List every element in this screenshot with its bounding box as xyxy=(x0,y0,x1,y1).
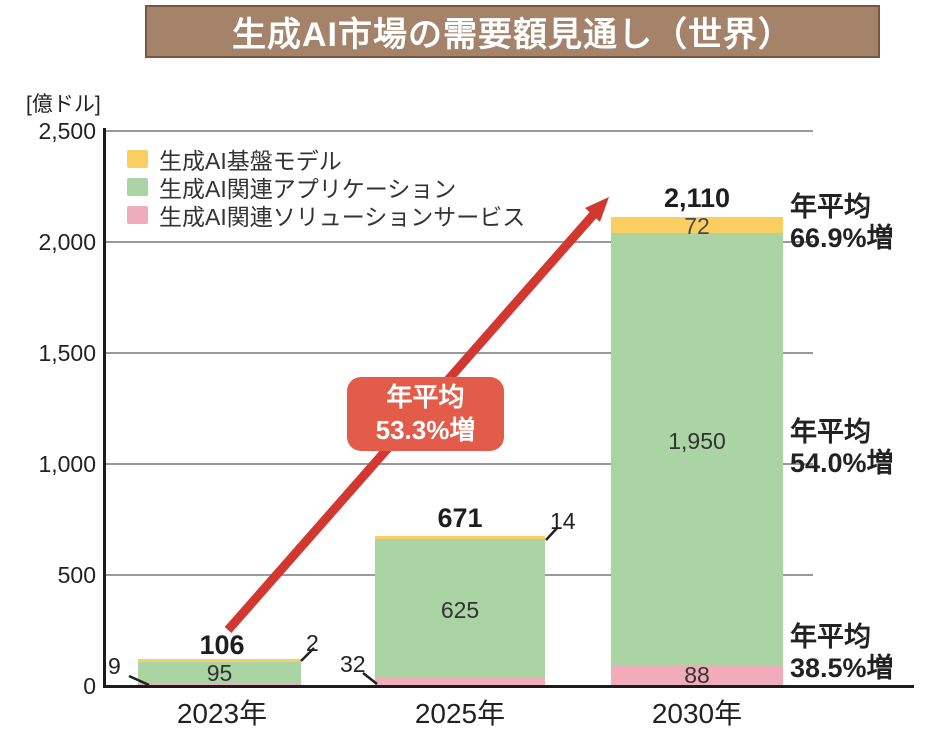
legend-label: 生成AI関連ソリューションサービス xyxy=(159,204,526,230)
y-tick-500: 500 xyxy=(57,562,96,588)
app-label-2023: 95 xyxy=(206,660,233,686)
legend-item-solution-service: 生成AI関連ソリューションサービス xyxy=(127,198,525,232)
x-label-2030: 2030年 xyxy=(651,698,743,729)
total-label-2030: 2,110 xyxy=(663,183,731,213)
base-model-label-2030: 72 xyxy=(684,213,710,239)
y-tick-1500: 1,500 xyxy=(38,340,96,366)
legend-swatch-yellow-icon xyxy=(127,150,148,168)
cagr-note-line2: 66.9%増 xyxy=(790,223,894,253)
cagr-note-line1: 年平均 xyxy=(790,417,871,447)
legend-item-application: 生成AI関連アプリケーション xyxy=(127,170,456,204)
cagr-badge: 年平均 53.3%増 xyxy=(347,377,504,451)
bar-segment xyxy=(611,665,783,685)
solution-label-2030: 88 xyxy=(684,662,710,688)
app-label-2025: 625 xyxy=(440,597,480,623)
stacked-bar-2023年 xyxy=(138,659,301,685)
app-label-2030: 1,950 xyxy=(668,428,726,454)
y-tick-2000: 2,000 xyxy=(38,229,96,255)
y-tick-0: 0 xyxy=(83,673,96,699)
chart-title-bar: 生成AI市場の需要額見通し（世界） xyxy=(145,5,880,58)
y-tick-1000: 1,000 xyxy=(38,451,96,477)
total-label-2023: 106 xyxy=(199,630,245,660)
bar-segment xyxy=(138,682,301,685)
solution-label-2023: 9 xyxy=(108,653,121,679)
legend-swatch-green-icon xyxy=(127,178,148,196)
bar-segment xyxy=(611,217,783,234)
cagr-note-line2: 54.0%増 xyxy=(790,448,894,478)
legend-swatch-pink-icon xyxy=(127,206,148,224)
base-model-label-2025: 14 xyxy=(550,508,576,534)
bar-segment xyxy=(375,677,545,685)
gridline-2500 xyxy=(105,130,813,132)
cagr-badge-line2: 53.3%増 xyxy=(375,415,476,445)
bar-segment xyxy=(138,659,301,662)
stacked-bar-2030年 xyxy=(611,217,783,685)
cagr-note-line1: 年平均 xyxy=(790,622,871,652)
solution-label-2025: 32 xyxy=(340,651,366,677)
cagr-note-solution-service: 年平均 38.5%増 xyxy=(790,622,894,684)
legend-label: 生成AI基盤モデル xyxy=(159,148,342,174)
bar-segment xyxy=(138,661,301,683)
total-label-2025: 671 xyxy=(437,503,483,533)
cagr-note-line1: 年平均 xyxy=(790,192,871,222)
cagr-badge-line1: 年平均 xyxy=(386,382,465,412)
y-axis-line xyxy=(103,128,106,688)
bar-segment xyxy=(611,233,783,666)
legend-item-base-model: 生成AI基盤モデル xyxy=(127,142,342,176)
x-axis-line xyxy=(103,685,914,688)
x-label-2025: 2025年 xyxy=(414,698,506,729)
chart-title: 生成AI市場の需要額見通し（世界） xyxy=(232,16,793,54)
cagr-note-base-model: 年平均 66.9%増 xyxy=(790,192,894,254)
legend-label: 生成AI関連アプリケーション xyxy=(159,176,457,202)
cagr-note-line2: 38.5%増 xyxy=(790,653,894,683)
base-model-label-2023: 2 xyxy=(306,630,319,656)
cagr-note-application: 年平均 54.0%増 xyxy=(790,417,894,479)
y-axis-unit-label: [億ドル] xyxy=(26,93,101,116)
y-tick-2500: 2,500 xyxy=(38,118,96,144)
x-label-2023: 2023年 xyxy=(176,698,268,729)
